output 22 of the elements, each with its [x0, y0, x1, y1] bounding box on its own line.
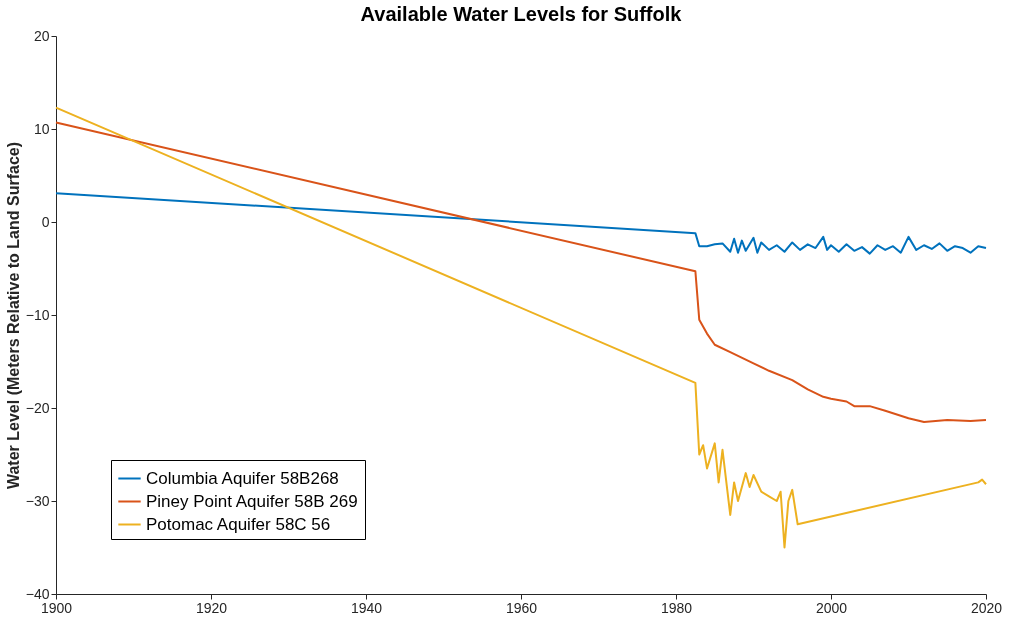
x-tick-label: 1920 — [195, 599, 228, 616]
y-tick-label: 20 — [33, 27, 50, 44]
y-tick-label: 10 — [33, 120, 50, 137]
x-tick-label: 1980 — [660, 599, 693, 616]
chart-title: Available Water Levels for Suffolk — [360, 3, 683, 25]
y-tick-label: −20 — [25, 399, 50, 416]
legend-label: Piney Point Aquifer 58B 269 — [146, 491, 358, 511]
line-series — [55, 106, 987, 549]
legend-label: Potomac Aquifer 58C 56 — [146, 514, 331, 534]
y-tick-label: 0 — [41, 213, 50, 230]
y-tick-label: −40 — [25, 585, 50, 602]
x-tick-label: 2020 — [970, 599, 1003, 616]
legend-label: Columbia Aquifer 58B268 — [146, 468, 339, 488]
x-tick-label: 1960 — [505, 599, 538, 616]
x-tick-label: 1940 — [350, 599, 383, 616]
x-tick-label: 2000 — [815, 599, 848, 616]
y-tick-label: −30 — [25, 492, 50, 509]
line-series — [55, 192, 987, 255]
y-axis-title: Water Level (Meters Relative to Land Surface) — [4, 141, 22, 490]
x-tick-label: 1900 — [40, 599, 73, 616]
y-tick-label: −10 — [25, 306, 50, 323]
line-series — [55, 121, 987, 423]
